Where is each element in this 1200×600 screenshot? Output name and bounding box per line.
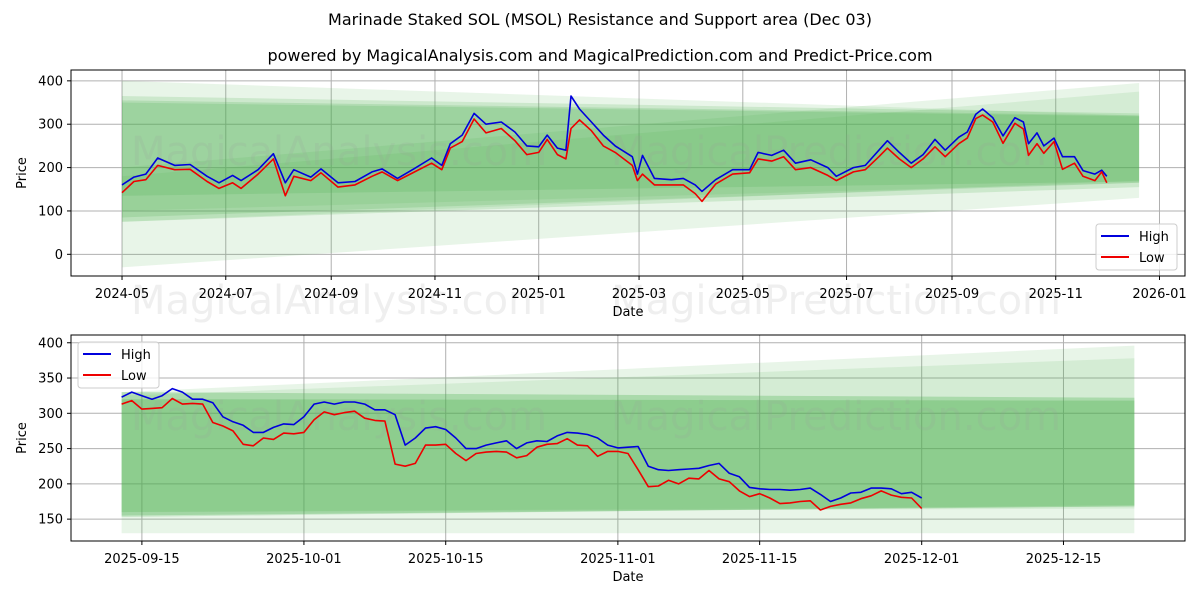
x-tick-label: 2024-11 xyxy=(408,287,462,302)
x-tick-label: 2026-01 xyxy=(1132,287,1186,302)
watermark: MagicalPrediction.com xyxy=(611,278,1061,324)
chart-2: MagicalAnalysis.com MagicalPrediction.com… xyxy=(15,334,1186,585)
x-tick-label: 2024-07 xyxy=(199,287,253,302)
series-line-low xyxy=(121,114,1108,203)
x-tick-label: 2025-05 xyxy=(716,287,770,302)
legend: High Low xyxy=(1095,223,1178,271)
x-tick-label: 2025-11-01 xyxy=(580,552,656,567)
series-line-high xyxy=(121,387,923,503)
y-tick-label: 350 xyxy=(38,372,63,387)
band-area xyxy=(122,96,1140,222)
x-tick-label: 2025-11-15 xyxy=(722,552,798,567)
x-tick-label: 2025-11 xyxy=(1029,287,1083,302)
x-tick-label: 2025-03 xyxy=(612,287,666,302)
band-area xyxy=(122,80,1140,268)
band-area xyxy=(122,83,1140,222)
y-tick-label: 300 xyxy=(38,118,63,133)
watermark: MagicalAnalysis.com xyxy=(131,394,547,440)
x-tick-label: 2025-12-01 xyxy=(884,552,960,567)
watermark: MagicalAnalysis.com xyxy=(131,129,547,175)
chart-title: Marinade Staked SOL (MSOL) Resistance an… xyxy=(328,10,872,29)
x-tick-label: 2024-09 xyxy=(304,287,358,302)
y-tick-label: 200 xyxy=(38,477,63,492)
x-tick-label: 2025-09-15 xyxy=(104,552,180,567)
y-tick-label: 400 xyxy=(38,336,63,351)
watermark: MagicalPrediction.com xyxy=(611,129,1061,175)
chart-1: MagicalAnalysis.com MagicalPrediction.com… xyxy=(15,69,1187,324)
x-tick-label: 2025-07 xyxy=(819,287,873,302)
x-axis-label: Date xyxy=(612,570,643,585)
x-tick-label: 2024-05 xyxy=(95,287,149,302)
x-tick-label: 2025-09 xyxy=(925,287,979,302)
y-axis-label: Price xyxy=(15,422,30,454)
x-tick-label: 2025-01 xyxy=(512,287,566,302)
plot-frame xyxy=(70,334,1186,542)
y-tick-label: 200 xyxy=(38,161,63,176)
plot-frame xyxy=(70,69,1186,277)
band-area xyxy=(121,345,1135,513)
legend: High Low xyxy=(77,341,160,389)
chart-subtitle: powered by MagicalAnalysis.com and Magic… xyxy=(267,46,933,65)
y-tick-label: 400 xyxy=(38,74,63,89)
y-tick-label: 250 xyxy=(38,442,63,457)
x-tick-label: 2025-12-15 xyxy=(1026,552,1102,567)
band-area xyxy=(122,100,1140,218)
y-axis-label: Price xyxy=(15,157,30,189)
watermark: MagicalAnalysis.com xyxy=(131,278,547,324)
y-tick-label: 300 xyxy=(38,407,63,422)
band-area xyxy=(121,358,1135,513)
legend-label-high: High xyxy=(1139,230,1169,245)
x-tick-label: 2025-10-15 xyxy=(408,552,484,567)
band-area xyxy=(122,102,1140,196)
support-resistance-bands xyxy=(121,345,1135,534)
legend-label-low: Low xyxy=(121,369,147,384)
support-resistance-bands xyxy=(122,80,1140,268)
series-line-high xyxy=(121,95,1108,193)
band-area xyxy=(121,399,1135,516)
watermark: MagicalPrediction.com xyxy=(611,394,1061,440)
y-tick-label: 100 xyxy=(38,204,63,219)
x-tick-label: 2025-10-01 xyxy=(266,552,342,567)
band-area xyxy=(122,91,1140,211)
legend-label-high: High xyxy=(121,348,151,363)
band-area xyxy=(121,392,1135,534)
legend-label-low: Low xyxy=(1139,251,1165,266)
x-axis-label: Date xyxy=(612,305,643,320)
y-tick-label: 0 xyxy=(55,248,63,263)
y-tick-label: 150 xyxy=(38,513,63,528)
series-line-low xyxy=(121,397,923,511)
